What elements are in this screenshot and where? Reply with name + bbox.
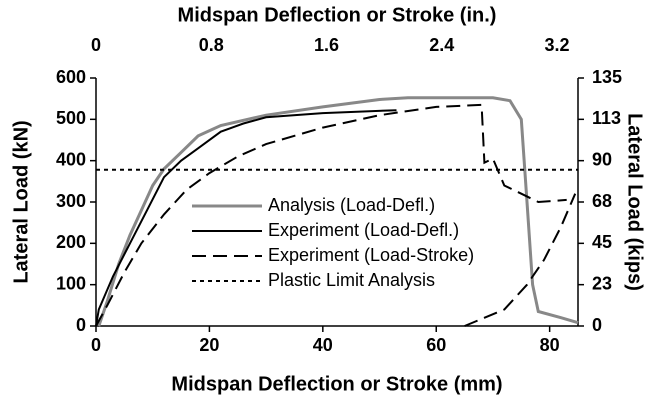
- y-tick-label: 600: [56, 67, 86, 87]
- series-line: [95, 103, 577, 327]
- y-tick-label: 500: [56, 108, 86, 128]
- x2-tick-label: 1.6: [314, 35, 339, 55]
- x2-tick-label: 0: [91, 35, 101, 55]
- series-line: [97, 96, 579, 327]
- x2-tick-label: 0.8: [199, 35, 224, 55]
- legend-label: Experiment (Load-Defl.): [268, 220, 459, 240]
- y2-axis-title: Lateral Load (kips): [624, 113, 646, 291]
- x-tick-label: 0: [91, 335, 101, 355]
- y2-tick-label: 0: [592, 315, 602, 335]
- x-tick-label: 60: [426, 335, 446, 355]
- y-tick-label: 300: [56, 191, 86, 211]
- x-tick-label: 40: [313, 335, 333, 355]
- legend-label: Plastic Limit Analysis: [268, 270, 435, 290]
- legend-label: Analysis (Load-Defl.): [268, 195, 435, 215]
- y-tick-label: 400: [56, 149, 86, 169]
- y2-tick-label: 113: [592, 108, 621, 128]
- y-tick-label: 100: [56, 273, 86, 293]
- x2-tick-label: 2.4: [429, 35, 454, 55]
- legend-label: Experiment (Load-Stroke): [268, 245, 474, 265]
- x-tick-label: 80: [540, 335, 560, 355]
- y2-tick-label: 68: [592, 191, 612, 211]
- x2-tick-label: 3.2: [544, 35, 569, 55]
- y-tick-label: 0: [76, 315, 86, 335]
- x-axis-title: Midspan Deflection or Stroke (mm): [171, 373, 502, 395]
- series-line: [95, 109, 397, 327]
- x2-axis-title: Midspan Deflection or Stroke (in.): [178, 4, 497, 26]
- y2-tick-label: 45: [592, 232, 612, 252]
- y2-tick-label: 135: [592, 67, 622, 87]
- y2-tick-label: 90: [592, 149, 612, 169]
- y-axis-title: Lateral Load (kN): [10, 120, 32, 283]
- y2-tick-label: 23: [592, 273, 612, 293]
- y-tick-label: 200: [56, 232, 86, 252]
- x-tick-label: 20: [199, 335, 219, 355]
